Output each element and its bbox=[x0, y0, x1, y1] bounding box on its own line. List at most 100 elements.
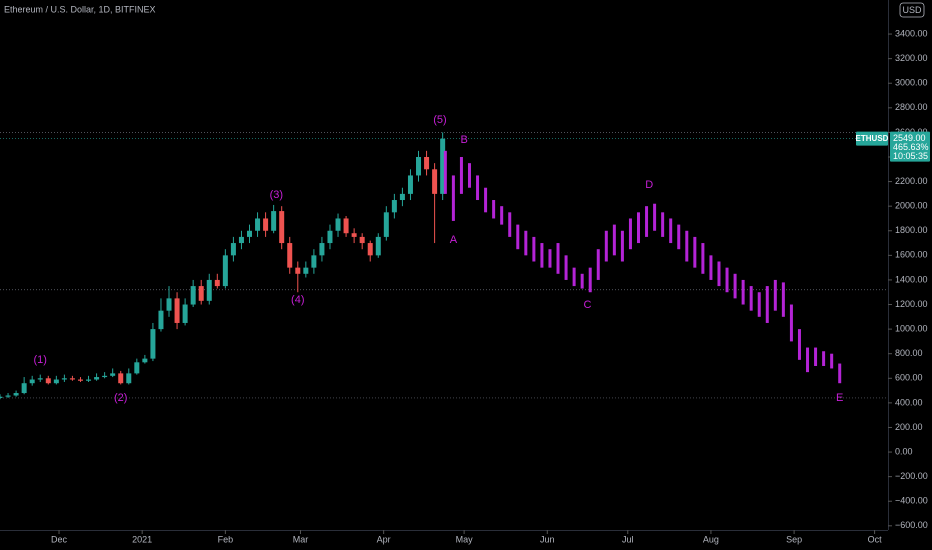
projection-bar bbox=[797, 329, 801, 360]
y-tick-label: 1000.00 bbox=[895, 323, 928, 333]
candle-body bbox=[29, 379, 35, 384]
projection-bar bbox=[637, 212, 641, 244]
projection-bar bbox=[596, 249, 600, 280]
y-tick-label: 3400.00 bbox=[895, 28, 928, 38]
projection-bar bbox=[628, 218, 632, 250]
candle-body bbox=[21, 383, 27, 394]
projection-bar bbox=[524, 230, 528, 256]
candle-body bbox=[271, 211, 277, 231]
projection-bar bbox=[789, 304, 793, 342]
chart-title: Ethereum / U.S. Dollar, 1D, BITFINEX bbox=[4, 4, 156, 14]
projection-bar bbox=[612, 224, 616, 256]
x-tick-label: Jul bbox=[622, 534, 634, 544]
projection-bar bbox=[467, 163, 471, 188]
candle-body bbox=[335, 218, 341, 231]
candle-body bbox=[126, 373, 132, 384]
candle-body bbox=[94, 377, 100, 380]
y-tick-label: 1800.00 bbox=[895, 225, 928, 235]
candle-body bbox=[359, 236, 365, 244]
y-tick-label: 1200.00 bbox=[895, 299, 928, 309]
candle-body bbox=[110, 373, 116, 376]
projection-bar bbox=[604, 230, 608, 262]
wave-label: (3) bbox=[270, 189, 283, 201]
projection-bar bbox=[838, 363, 842, 384]
projection-bar bbox=[459, 156, 463, 194]
candle-body bbox=[0, 396, 3, 398]
candle-body bbox=[69, 378, 75, 380]
x-tick-label: Aug bbox=[703, 534, 719, 544]
countdown-label: 10:05:35 bbox=[893, 151, 928, 161]
wave-label: (2) bbox=[114, 392, 127, 404]
projection-bar bbox=[749, 286, 753, 311]
x-tick-label: Dec bbox=[51, 534, 68, 544]
projection-bar bbox=[693, 236, 697, 268]
candle-body bbox=[295, 267, 301, 274]
wave-label: A bbox=[450, 234, 458, 246]
x-tick-label: 2021 bbox=[132, 534, 152, 544]
labels-layer: −600.00 −400.00 −200.00 0.00 200.00 400.00 600… bbox=[34, 28, 930, 544]
projection-bar bbox=[492, 200, 496, 219]
candle-body bbox=[61, 378, 67, 380]
y-tick-label: 3200.00 bbox=[895, 53, 928, 63]
candle-body bbox=[182, 304, 188, 323]
y-tick-label: 200.00 bbox=[895, 422, 923, 432]
candle-body bbox=[174, 298, 180, 323]
projection-bar bbox=[508, 212, 512, 237]
y-tick-label: 0.00 bbox=[895, 446, 913, 456]
candle-body bbox=[424, 156, 430, 170]
candle-body bbox=[13, 393, 19, 396]
marks-layer bbox=[0, 132, 842, 400]
projection-bar bbox=[709, 255, 713, 280]
y-tick-label: 2000.00 bbox=[895, 201, 928, 211]
projection-bar bbox=[548, 249, 552, 268]
projection-bar bbox=[451, 175, 455, 221]
projection-bar bbox=[588, 267, 592, 293]
x-tick-label: May bbox=[456, 534, 474, 544]
y-tick-label: 1600.00 bbox=[895, 250, 928, 260]
projection-bar bbox=[741, 279, 745, 305]
wave-label: E bbox=[836, 392, 843, 404]
candle-body bbox=[134, 362, 140, 374]
wave-label: B bbox=[460, 134, 467, 146]
candle-body bbox=[351, 233, 357, 237]
candle-body bbox=[416, 156, 422, 176]
y-tick-label: −400.00 bbox=[895, 496, 928, 506]
candle-body bbox=[150, 329, 156, 359]
candle-body bbox=[222, 255, 228, 287]
y-tick-label: 800.00 bbox=[895, 348, 923, 358]
projection-bar bbox=[516, 224, 520, 250]
candle-body bbox=[86, 379, 92, 381]
wave-label: C bbox=[584, 299, 592, 311]
candle-body bbox=[391, 200, 397, 213]
projection-bar bbox=[701, 243, 705, 274]
candle-body bbox=[166, 298, 172, 311]
projection-bar bbox=[717, 261, 721, 287]
candle-body bbox=[214, 279, 220, 287]
projection-bar bbox=[564, 255, 568, 280]
wave-label: D bbox=[645, 179, 653, 191]
candle-body bbox=[102, 375, 108, 378]
change-label: 465.63% bbox=[893, 142, 929, 152]
projection-bar bbox=[765, 286, 769, 323]
projection-bar bbox=[645, 206, 649, 237]
price-badge bbox=[856, 131, 888, 146]
symbol-label: ETHUSD bbox=[856, 134, 889, 143]
candle-body bbox=[303, 267, 309, 274]
projection-bar bbox=[620, 230, 624, 262]
projection-bar bbox=[476, 175, 480, 201]
wave-label: (5) bbox=[433, 114, 446, 126]
y-tick-label: 600.00 bbox=[895, 373, 923, 383]
candle-body bbox=[190, 286, 196, 305]
currency-label: USD bbox=[902, 5, 922, 15]
candle-body bbox=[206, 279, 212, 301]
projection-bar bbox=[556, 243, 560, 274]
x-tick-label: Feb bbox=[218, 534, 234, 544]
candle-body bbox=[279, 211, 285, 244]
projection-bar bbox=[580, 273, 584, 289]
y-tick-label: 1400.00 bbox=[895, 274, 928, 284]
price-label: 2549.00 bbox=[893, 133, 926, 143]
projection-bar bbox=[500, 206, 504, 225]
projection-bar bbox=[725, 267, 729, 293]
candle-body bbox=[158, 310, 164, 330]
